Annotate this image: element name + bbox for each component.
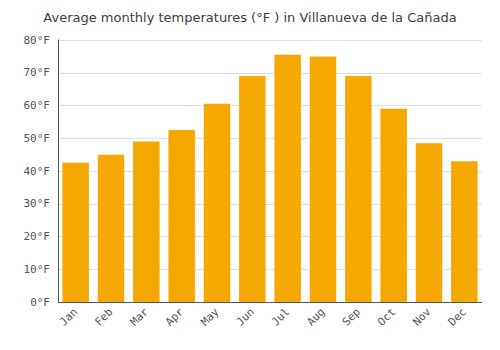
svg-text:Apr: Apr [163,305,186,328]
svg-text:60°F: 60°F [24,99,51,112]
svg-text:Sep: Sep [340,305,363,328]
svg-text:70°F: 70°F [24,66,51,79]
svg-text:Aug: Aug [304,305,327,328]
svg-text:50°F: 50°F [24,132,51,145]
svg-text:Jun: Jun [234,305,257,328]
svg-text:Jan: Jan [57,305,80,328]
svg-text:40°F: 40°F [24,165,51,178]
svg-text:20°F: 20°F [24,230,51,243]
svg-text:0°F: 0°F [30,296,50,309]
svg-text:Feb: Feb [92,305,115,328]
svg-text:Jul: Jul [269,305,292,328]
svg-text:Mar: Mar [128,305,151,328]
svg-text:Nov: Nov [410,305,433,328]
svg-text:30°F: 30°F [24,197,51,210]
svg-text:Average monthly temperatures (: Average monthly temperatures (°F ) in Vi… [43,10,456,25]
svg-text:May: May [198,305,221,328]
svg-text:80°F: 80°F [24,34,51,47]
svg-text:10°F: 10°F [24,263,51,276]
svg-text:Dec: Dec [446,305,469,328]
svg-text:Oct: Oct [375,305,398,328]
